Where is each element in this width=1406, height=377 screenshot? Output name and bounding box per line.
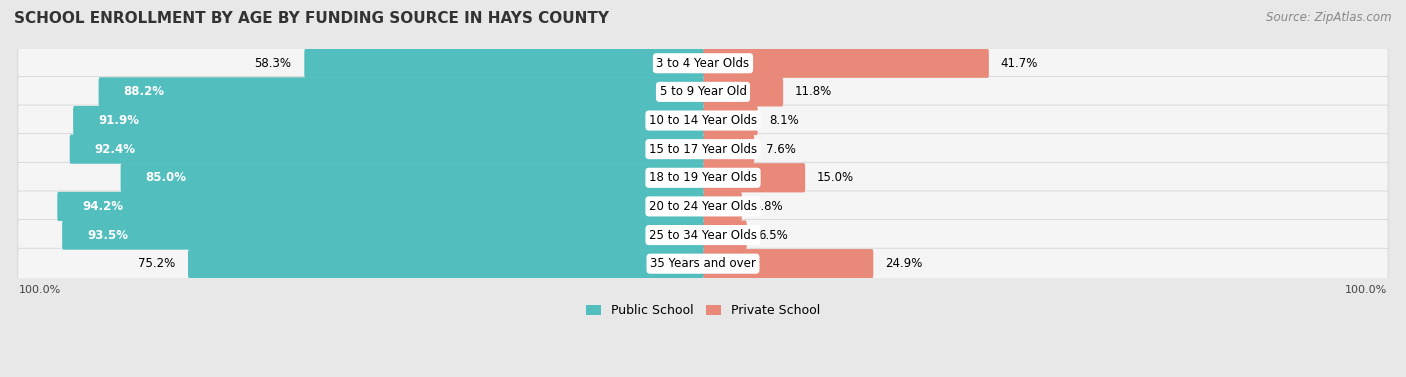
FancyBboxPatch shape — [703, 221, 747, 250]
Text: 41.7%: 41.7% — [1000, 57, 1038, 70]
Text: 92.4%: 92.4% — [94, 143, 136, 156]
FancyBboxPatch shape — [70, 135, 704, 164]
FancyBboxPatch shape — [703, 49, 988, 78]
FancyBboxPatch shape — [98, 77, 704, 106]
FancyBboxPatch shape — [18, 48, 1388, 79]
Legend: Public School, Private School: Public School, Private School — [581, 299, 825, 322]
FancyBboxPatch shape — [703, 249, 873, 278]
FancyBboxPatch shape — [18, 134, 1388, 165]
Text: 35 Years and over: 35 Years and over — [650, 257, 756, 270]
Text: 10 to 14 Year Olds: 10 to 14 Year Olds — [650, 114, 756, 127]
Text: 7.6%: 7.6% — [766, 143, 796, 156]
Text: 88.2%: 88.2% — [124, 85, 165, 98]
FancyBboxPatch shape — [18, 105, 1388, 136]
Text: 20 to 24 Year Olds: 20 to 24 Year Olds — [650, 200, 756, 213]
FancyBboxPatch shape — [304, 49, 704, 78]
FancyBboxPatch shape — [18, 219, 1388, 250]
Text: 15 to 17 Year Olds: 15 to 17 Year Olds — [650, 143, 756, 156]
Text: 5.8%: 5.8% — [754, 200, 783, 213]
FancyBboxPatch shape — [18, 191, 1388, 222]
Text: Source: ZipAtlas.com: Source: ZipAtlas.com — [1267, 11, 1392, 24]
Text: SCHOOL ENROLLMENT BY AGE BY FUNDING SOURCE IN HAYS COUNTY: SCHOOL ENROLLMENT BY AGE BY FUNDING SOUR… — [14, 11, 609, 26]
Text: 100.0%: 100.0% — [1346, 285, 1388, 295]
Text: 11.8%: 11.8% — [794, 85, 832, 98]
Text: 94.2%: 94.2% — [83, 200, 124, 213]
FancyBboxPatch shape — [18, 162, 1388, 193]
Text: 85.0%: 85.0% — [146, 171, 187, 184]
Text: 24.9%: 24.9% — [884, 257, 922, 270]
FancyBboxPatch shape — [18, 248, 1388, 279]
FancyBboxPatch shape — [188, 249, 704, 278]
Text: 3 to 4 Year Olds: 3 to 4 Year Olds — [657, 57, 749, 70]
Text: 8.1%: 8.1% — [769, 114, 799, 127]
Text: 5 to 9 Year Old: 5 to 9 Year Old — [659, 85, 747, 98]
Text: 58.3%: 58.3% — [254, 57, 291, 70]
Text: 15.0%: 15.0% — [817, 171, 853, 184]
FancyBboxPatch shape — [18, 77, 1388, 107]
Text: 6.5%: 6.5% — [758, 228, 787, 242]
FancyBboxPatch shape — [703, 135, 754, 164]
Text: 91.9%: 91.9% — [98, 114, 139, 127]
FancyBboxPatch shape — [703, 192, 742, 221]
Text: 18 to 19 Year Olds: 18 to 19 Year Olds — [650, 171, 756, 184]
FancyBboxPatch shape — [703, 106, 758, 135]
Text: 25 to 34 Year Olds: 25 to 34 Year Olds — [650, 228, 756, 242]
Text: 93.5%: 93.5% — [87, 228, 128, 242]
FancyBboxPatch shape — [62, 221, 704, 250]
Text: 75.2%: 75.2% — [138, 257, 176, 270]
FancyBboxPatch shape — [121, 163, 704, 192]
FancyBboxPatch shape — [73, 106, 704, 135]
FancyBboxPatch shape — [703, 77, 783, 106]
FancyBboxPatch shape — [58, 192, 704, 221]
Text: 100.0%: 100.0% — [18, 285, 60, 295]
FancyBboxPatch shape — [703, 163, 806, 192]
